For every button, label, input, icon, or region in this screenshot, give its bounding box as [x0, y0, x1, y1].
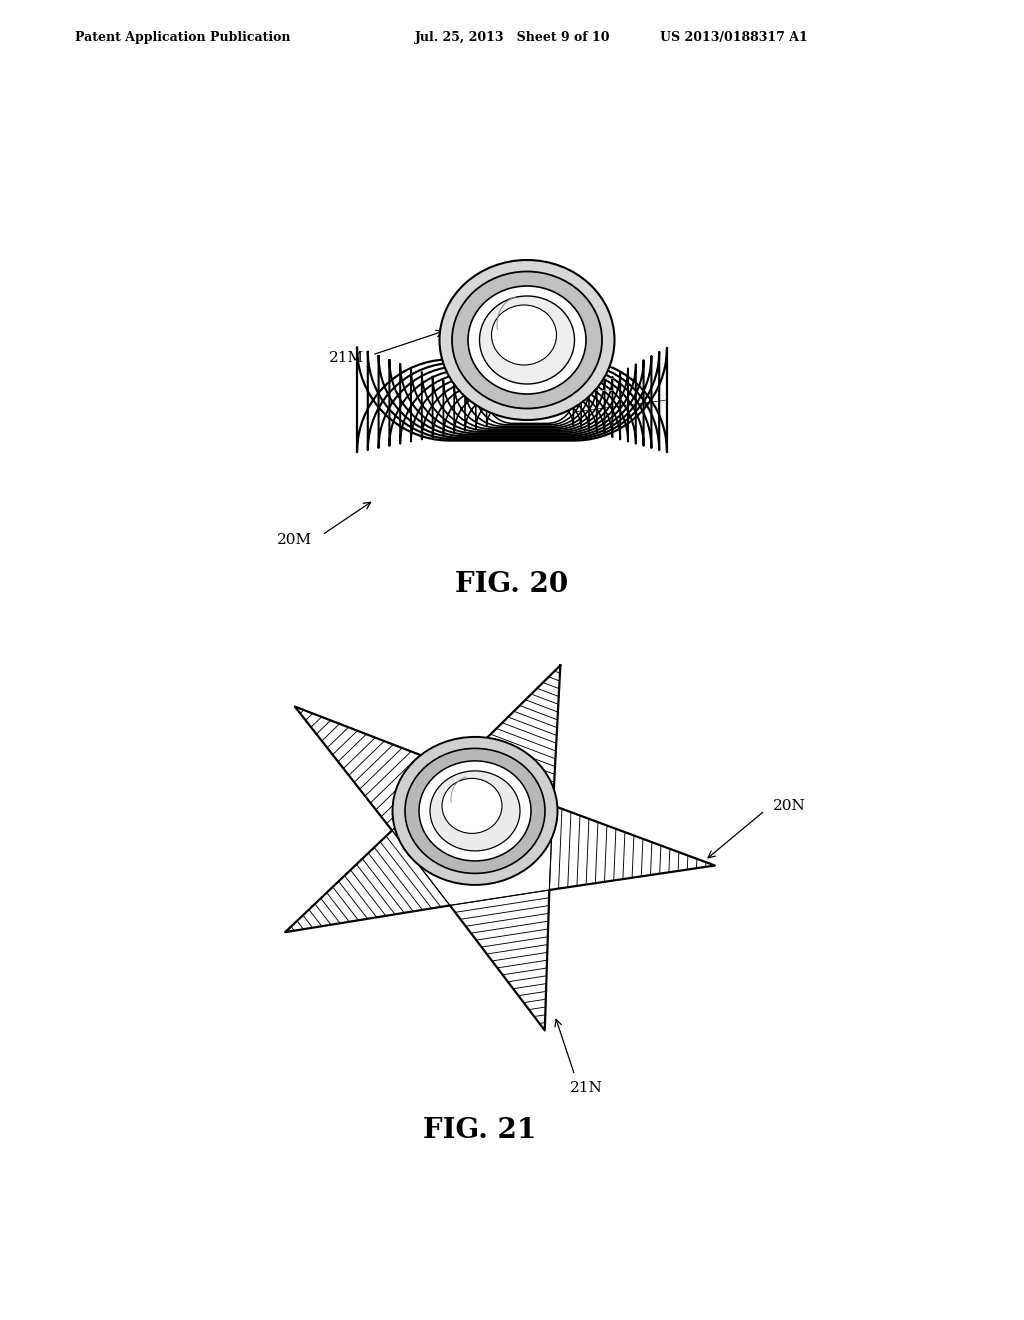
Text: 20N: 20N [773, 799, 806, 813]
Text: 20M: 20M [276, 533, 312, 546]
Text: Patent Application Publication: Patent Application Publication [75, 30, 291, 44]
Text: 21N: 21N [569, 1081, 602, 1096]
Ellipse shape [430, 771, 520, 851]
Ellipse shape [419, 760, 531, 861]
Ellipse shape [442, 779, 502, 833]
Ellipse shape [452, 272, 602, 408]
Ellipse shape [439, 260, 614, 420]
Text: 21M: 21M [329, 351, 364, 366]
Ellipse shape [479, 296, 574, 384]
Text: Jul. 25, 2013   Sheet 9 of 10: Jul. 25, 2013 Sheet 9 of 10 [415, 30, 610, 44]
Ellipse shape [492, 305, 556, 366]
Text: FIG. 20: FIG. 20 [456, 572, 568, 598]
Ellipse shape [468, 286, 586, 393]
Text: FIG. 21: FIG. 21 [423, 1117, 537, 1143]
Text: US 2013/0188317 A1: US 2013/0188317 A1 [660, 30, 808, 44]
Ellipse shape [406, 748, 545, 874]
Polygon shape [285, 665, 715, 1031]
Ellipse shape [392, 737, 557, 884]
